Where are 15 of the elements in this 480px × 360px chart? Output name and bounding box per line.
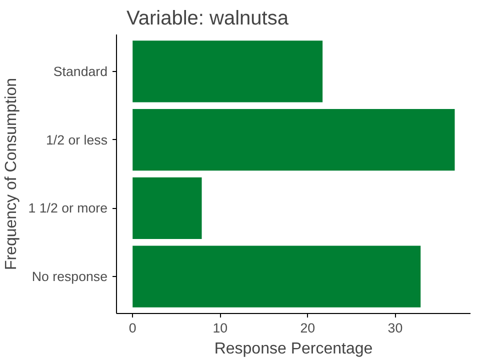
- y-tick-label: No response: [32, 269, 108, 284]
- bar: [132, 177, 202, 239]
- x-axis-title: Response Percentage: [214, 340, 373, 358]
- x-tick-label: 20: [300, 320, 316, 336]
- bar: [132, 40, 323, 102]
- y-tick-label: 1/2 or less: [46, 132, 108, 148]
- chart-title: Variable: walnutsa: [126, 8, 290, 30]
- bar: [132, 109, 455, 171]
- x-tick-label: 10: [212, 320, 228, 336]
- x-tick-label: 0: [128, 320, 136, 336]
- y-tick-label: 1 1/2 or more: [28, 200, 108, 216]
- y-tick-label: Standard: [53, 64, 108, 79]
- y-axis-title: Frequency of Consumption: [3, 78, 20, 270]
- bar: [132, 246, 421, 308]
- x-tick-label: 30: [388, 320, 403, 336]
